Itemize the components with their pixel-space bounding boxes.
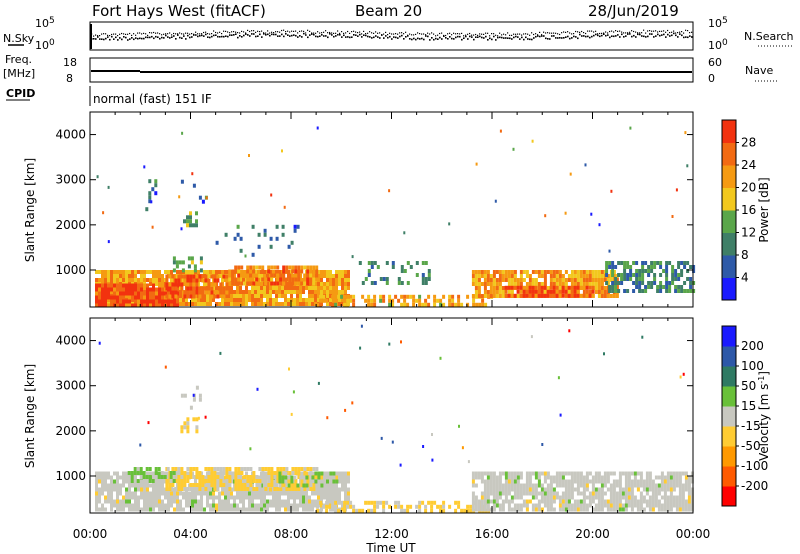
noise-right-top-tick: 105 xyxy=(708,16,728,30)
velocity-ylabel: Slant Range [km] xyxy=(23,364,37,468)
y-tick-label: 1000 xyxy=(55,263,86,277)
mode-text: normal (fast) 151 IF xyxy=(93,92,212,106)
y-tick-label: 2000 xyxy=(55,218,86,232)
freq-label: Freq. xyxy=(5,53,32,66)
colorbar-swatch xyxy=(722,346,736,367)
y-tick-label: 3000 xyxy=(55,173,86,187)
power-colorbar: 4 8 12 16 20 24 28 xyxy=(721,119,756,301)
colorbar-swatch xyxy=(722,486,736,507)
freq-right-bottom-tick: 0 xyxy=(708,72,715,85)
colorbar-swatch xyxy=(722,326,736,347)
colorbar-tick-label: -15 xyxy=(741,419,761,433)
colorbar-swatch xyxy=(722,210,736,233)
power-ylabel: Slant Range [km] xyxy=(23,158,37,262)
colorbar-tick-label: -100 xyxy=(741,459,768,473)
x-tick-label: 20:00 xyxy=(575,527,610,541)
colorbar-tick-label: -50 xyxy=(741,439,761,453)
colorbar-swatch xyxy=(722,120,736,143)
cpid-label: CPID xyxy=(6,87,35,100)
power-cells xyxy=(95,126,696,308)
x-tick-label: 00:00 xyxy=(676,527,711,541)
x-axis-label: Time UT xyxy=(365,541,416,554)
x-tick-label: 00:00 xyxy=(73,527,108,541)
y-tick-label: 2000 xyxy=(55,424,86,438)
colorbar-tick-label: 50 xyxy=(741,379,756,393)
x-tick-label: 12:00 xyxy=(374,527,409,541)
colorbar-tick-label: 28 xyxy=(741,136,756,150)
colorbar-swatch xyxy=(722,426,736,447)
noise-trace xyxy=(90,24,693,49)
beam-title: Beam 20 xyxy=(355,2,422,20)
power-colorbar-label: Power [dB] xyxy=(757,177,771,242)
colorbar-tick-label: 20 xyxy=(741,181,756,195)
noise-left-bottom-tick: 100 xyxy=(35,38,55,52)
velocity-cells xyxy=(95,324,694,513)
colorbar-tick-label: 24 xyxy=(741,158,756,172)
y-tick-label: 3000 xyxy=(55,379,86,393)
power-y-ticks: 1000 2000 3000 4000 xyxy=(55,128,693,277)
power-x-ticks xyxy=(89,112,694,307)
colorbar-swatch xyxy=(722,386,736,407)
x-tick-label: 04:00 xyxy=(173,527,208,541)
colorbar-swatch xyxy=(722,277,736,301)
colorbar-tick-label: 16 xyxy=(741,203,756,217)
velocity-y-ticks: 1000 2000 3000 4000 xyxy=(55,334,693,483)
colorbar-swatch xyxy=(722,165,736,188)
colorbar-swatch xyxy=(722,255,736,278)
frequency-trace xyxy=(91,70,692,73)
colorbar-swatch xyxy=(722,366,736,387)
y-tick-label: 1000 xyxy=(55,469,86,483)
date-title: 28/Jun/2019 xyxy=(588,2,679,20)
frequency-panel: 18 8 60 0 Freq. [MHz] Nave xyxy=(3,53,778,85)
nave-label: Nave xyxy=(745,64,773,77)
x-tick-label: 16:00 xyxy=(475,527,510,541)
velocity-colorbar-label: Velocity [m s-1] xyxy=(757,371,771,461)
x-tick-labels: 00:00 04:00 08:00 12:00 16:00 20:00 00:00 xyxy=(73,527,711,541)
velocity-colorbar: 200 100 50 15 -15 -50 -100 -200 xyxy=(721,325,768,507)
velocity-x-ticks xyxy=(89,318,694,513)
colorbar-tick-label: 4 xyxy=(741,271,749,285)
colorbar-swatch xyxy=(722,466,736,487)
colorbar-swatch xyxy=(722,187,736,211)
colorbar-tick-label: 12 xyxy=(741,226,756,240)
station-title: Fort Hays West (fitACF) xyxy=(92,2,266,20)
noise-panel: 105 100 105 100 N.Sky N.Search xyxy=(3,16,794,52)
colorbar-tick-label: 200 xyxy=(741,339,764,353)
colorbar-tick-label: 100 xyxy=(741,359,764,373)
freq-left-bottom-tick: 8 xyxy=(66,72,73,85)
colorbar-swatch xyxy=(722,142,736,166)
nsky-label: N.Sky xyxy=(3,32,35,45)
velocity-panel: 1000 2000 3000 4000 Slant Range [km] 200 100… xyxy=(23,317,771,514)
x-tick-label: 08:00 xyxy=(274,527,309,541)
colorbar-swatch xyxy=(722,232,736,256)
colorbar-tick-label: 8 xyxy=(741,248,749,262)
freq-left-top-tick: 18 xyxy=(63,56,77,69)
freq-right-top-tick: 60 xyxy=(708,56,722,69)
colorbar-tick-label: 15 xyxy=(741,399,756,413)
noise-left-top-tick: 105 xyxy=(35,16,55,30)
power-panel: 1000 2000 3000 4000 Slant Range [km] 4 8 12 16… xyxy=(23,111,771,308)
noise-right-bottom-tick: 100 xyxy=(708,38,728,52)
colorbar-swatch xyxy=(722,406,736,427)
freq-unit-label: [MHz] xyxy=(3,67,35,80)
y-tick-label: 4000 xyxy=(55,334,86,348)
nsearch-label: N.Search xyxy=(744,30,794,43)
colorbar-tick-label: -200 xyxy=(741,479,768,493)
y-tick-label: 4000 xyxy=(55,128,86,142)
colorbar-swatch xyxy=(722,446,736,467)
